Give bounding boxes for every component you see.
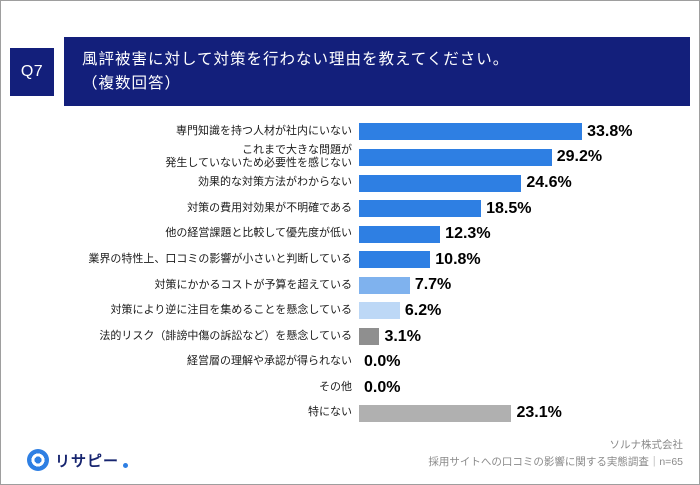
question-header: Q7 風評被害に対して対策を行わない理由を教えてください。 （複数回答） bbox=[10, 37, 690, 107]
footer: リサピー ソルナ株式会社 採用サイトへの口コミの影響に関する実態調査｜n=65 bbox=[27, 437, 683, 471]
category-label: 他の経営課題と比較して優先度が低い bbox=[165, 227, 352, 240]
horizontal-bar-chart: 専門知識を持つ人材が社内にいない 33.8% これまで大きな問題が 発生していないた… bbox=[1, 119, 699, 426]
value-label: 0.0% bbox=[364, 378, 401, 396]
value-label: 29.2% bbox=[556, 148, 603, 166]
bar bbox=[359, 225, 441, 243]
chart-row: 経営層の理解や承認が得られない 0.0% bbox=[1, 349, 699, 375]
category-label: 対策により逆に注目を集めることを懸念している bbox=[110, 304, 352, 317]
chart-row: これまで大きな問題が 発生していないため必要性を感じない 29.2% bbox=[1, 143, 699, 171]
logo-text: リサピー bbox=[55, 452, 120, 470]
bar-area: 3.1% bbox=[359, 328, 699, 346]
bar-area: 29.2% bbox=[359, 148, 699, 166]
bar bbox=[359, 302, 400, 320]
value-label: 10.8% bbox=[435, 250, 481, 268]
category-label: その他 bbox=[319, 380, 352, 393]
question-title-line2: （複数回答） bbox=[82, 75, 182, 93]
category-label: 効果的な対策方法がわからない bbox=[198, 176, 352, 189]
survey-note: 採用サイトへの口コミの影響に関する実態調査｜n=65 bbox=[428, 456, 683, 469]
bar-area: 33.8% bbox=[359, 123, 699, 141]
category-label: 対策にかかるコストが予算を超えている bbox=[154, 278, 352, 291]
bar-area: 10.8% bbox=[359, 251, 699, 269]
chart-row: 特にない 23.1% bbox=[1, 401, 699, 427]
question-number-label: Q7 bbox=[20, 62, 44, 80]
category-label: 専門知識を持つ人材が社内にいない bbox=[176, 124, 352, 137]
value-label: 3.1% bbox=[384, 327, 421, 345]
question-title-line1: 風評被害に対して対策を行わない理由を教えてください。 bbox=[82, 51, 510, 68]
bar bbox=[359, 200, 482, 218]
chart-row: 効果的な対策方法がわからない 24.6% bbox=[1, 170, 699, 196]
bar bbox=[359, 148, 552, 166]
category-label: 特にない bbox=[308, 406, 352, 419]
bar bbox=[359, 404, 512, 422]
value-label: 7.7% bbox=[414, 276, 452, 294]
chart-row: 専門知識を持つ人材が社内にいない 33.8% bbox=[1, 119, 699, 145]
bar bbox=[359, 251, 431, 269]
chart-row: 他の経営課題と比較して優先度が低い 12.3% bbox=[1, 221, 699, 247]
bar-area: 18.5% bbox=[359, 200, 699, 218]
logo-target-icon bbox=[27, 449, 49, 471]
question-title-box: 風評被害に対して対策を行わない理由を教えてください。 （複数回答） bbox=[64, 37, 690, 107]
chart-row: 法的リスク（誹謗中傷の訴訟など）を懸念している 3.1% bbox=[1, 324, 699, 350]
bar bbox=[359, 123, 583, 141]
bar bbox=[359, 328, 380, 346]
category-label: 法的リスク（誹謗中傷の訴訟など）を懸念している bbox=[99, 329, 352, 342]
value-label: 24.6% bbox=[526, 174, 572, 192]
chart-row: 対策にかかるコストが予算を超えている 7.7% bbox=[1, 273, 699, 299]
category-label: 業界の特性上、口コミの影響が小さいと判断している bbox=[88, 252, 352, 265]
category-label: これまで大きな問題が 発生していないため必要性を感じない bbox=[165, 143, 352, 170]
resapy-logo: リサピー bbox=[27, 449, 129, 471]
bar-area: 7.7% bbox=[359, 276, 699, 294]
question-number-badge: Q7 bbox=[10, 47, 54, 96]
source-company: ソルナ株式会社 bbox=[609, 439, 684, 452]
bar-area: 24.6% bbox=[359, 174, 699, 192]
source-attribution: ソルナ株式会社 採用サイトへの口コミの影響に関する実態調査｜n=65 bbox=[428, 437, 683, 471]
category-label: 対策の費用対効果が不明確である bbox=[187, 201, 352, 214]
category-label: 経営層の理解や承認が得られない bbox=[187, 355, 352, 368]
value-label: 33.8% bbox=[587, 122, 633, 140]
bar bbox=[359, 276, 410, 294]
chart-row: その他 0.0% bbox=[1, 375, 699, 401]
value-label: 0.0% bbox=[364, 353, 401, 371]
bar-area: 6.2% bbox=[359, 302, 699, 320]
value-label: 12.3% bbox=[445, 225, 491, 243]
bar-area: 0.0% bbox=[359, 353, 699, 371]
bar bbox=[359, 174, 522, 192]
value-label: 23.1% bbox=[516, 404, 562, 422]
bar-area: 0.0% bbox=[359, 379, 699, 397]
value-label: 6.2% bbox=[404, 301, 442, 319]
chart-row: 対策により逆に注目を集めることを懸念している 6.2% bbox=[1, 298, 699, 324]
bar-area: 23.1% bbox=[359, 404, 699, 422]
bar-area: 12.3% bbox=[359, 225, 699, 243]
value-label: 18.5% bbox=[486, 199, 532, 217]
chart-row: 対策の費用対効果が不明確である 18.5% bbox=[1, 196, 699, 222]
logo-dot-icon bbox=[123, 463, 129, 468]
chart-row: 業界の特性上、口コミの影響が小さいと判断している 10.8% bbox=[1, 247, 699, 273]
chart-rows: 専門知識を持つ人材が社内にいない 33.8% これまで大きな問題が 発生していないた… bbox=[1, 119, 699, 426]
